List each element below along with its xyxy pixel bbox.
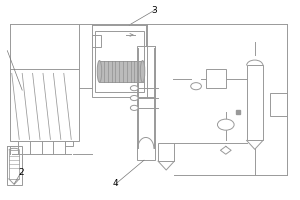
Bar — [247, 65, 263, 140]
Circle shape — [130, 86, 138, 91]
Bar — [136, 46, 155, 160]
Bar — [158, 143, 174, 161]
Circle shape — [130, 95, 138, 101]
Bar — [10, 69, 79, 141]
Bar — [206, 69, 226, 88]
Text: 4: 4 — [113, 179, 118, 188]
Bar — [95, 31, 144, 92]
Circle shape — [130, 105, 138, 110]
Bar — [92, 25, 147, 97]
Circle shape — [218, 119, 234, 130]
Bar — [270, 93, 287, 116]
Text: 2: 2 — [18, 168, 23, 177]
Circle shape — [191, 83, 201, 90]
Bar — [9, 150, 19, 179]
Ellipse shape — [97, 61, 102, 82]
Ellipse shape — [140, 61, 145, 82]
Text: 3: 3 — [152, 6, 157, 15]
Bar — [100, 61, 142, 82]
Bar — [65, 141, 73, 146]
Bar — [7, 146, 22, 185]
Bar — [92, 35, 101, 47]
